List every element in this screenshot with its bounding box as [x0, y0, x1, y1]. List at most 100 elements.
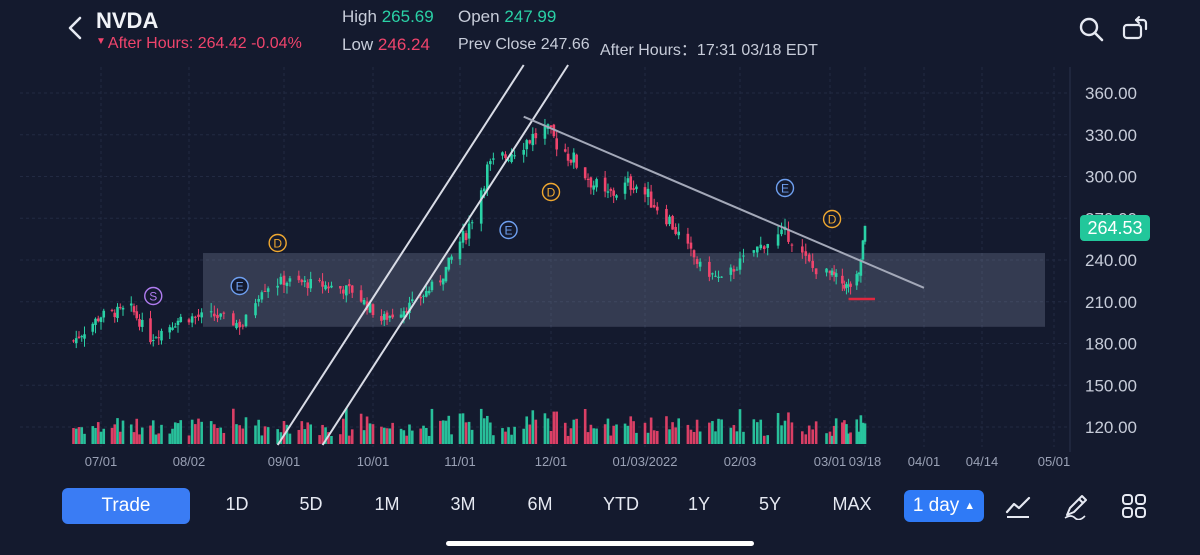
volume-bar	[285, 424, 289, 444]
volume-bar	[241, 428, 245, 444]
volume-bar	[339, 434, 342, 444]
after-hours-time: After Hours：17:31 03/18 EDT	[600, 42, 818, 59]
candle-body	[534, 133, 538, 139]
candle-body	[804, 251, 808, 256]
volume-bar	[776, 413, 780, 444]
event-marker-label: E	[236, 280, 244, 294]
volume-bar	[77, 427, 81, 444]
candle-body	[847, 285, 850, 287]
rotate-screen-icon[interactable]	[1120, 14, 1150, 44]
y-tick-label: 330.00	[1085, 126, 1137, 145]
candle-body	[263, 290, 267, 292]
volume-bar	[652, 430, 656, 444]
volume-bar	[347, 435, 351, 444]
candle-body	[470, 222, 474, 224]
volume-bar	[263, 426, 267, 444]
candle-body	[686, 233, 690, 244]
ticker-symbol: NVDA	[96, 8, 159, 33]
candle-body	[855, 274, 859, 286]
volume-bar	[698, 431, 702, 444]
candle-body	[525, 140, 529, 150]
event-marker-split	[144, 286, 163, 306]
volume-bar	[671, 422, 674, 444]
candle-body	[708, 261, 711, 277]
volume-bar	[787, 412, 790, 444]
home-indicator[interactable]	[446, 541, 754, 546]
draw-tool-icon[interactable]	[1062, 492, 1090, 520]
volume-bar	[216, 428, 219, 444]
bottom-toolbar: Trade 1D 5D 1M 3M 6M YTD 1Y 5Y MAX 1 day…	[0, 484, 1200, 528]
volume-bar	[720, 419, 723, 444]
candle-body	[814, 268, 818, 275]
volume-bar	[83, 433, 86, 444]
candle-body	[345, 285, 348, 296]
range-1d-button[interactable]: 1D	[225, 494, 249, 514]
candle-body	[102, 310, 106, 318]
grid-menu-icon[interactable]	[1120, 492, 1148, 520]
volume-bar	[160, 424, 163, 444]
candle-body	[807, 254, 811, 262]
volume-bar	[543, 413, 547, 444]
candle-body	[787, 229, 790, 242]
x-tick-label: 09/01	[268, 454, 301, 469]
volume-bar	[96, 422, 100, 444]
range-max-button[interactable]: MAX	[832, 494, 872, 514]
interval-select[interactable]: 1 day ▲	[904, 490, 984, 522]
volume-bar	[525, 416, 529, 444]
candle-body	[350, 285, 354, 293]
x-tick-label: 08/02	[173, 454, 206, 469]
x-tick-label: 04/14	[966, 454, 999, 469]
candle-body	[297, 275, 301, 281]
chart-type-icon[interactable]	[1004, 492, 1032, 520]
volume-bar	[129, 424, 133, 444]
candle-body	[439, 280, 442, 283]
range-1m-button[interactable]: 1M	[374, 494, 400, 514]
volume-bar	[832, 425, 836, 444]
volume-bar	[168, 433, 172, 444]
volume-bar	[742, 431, 745, 444]
volume-bar	[151, 420, 155, 444]
volume-bar	[176, 423, 180, 444]
volume-bar	[330, 435, 333, 444]
volume-bar	[572, 419, 576, 444]
candle-body	[213, 313, 216, 317]
range-1y-button[interactable]: 1Y	[687, 494, 711, 514]
event-marker-earnings	[499, 220, 518, 240]
range-ytd-button[interactable]: YTD	[603, 494, 639, 514]
range-5d-button[interactable]: 5D	[299, 494, 323, 514]
volume-bar	[138, 434, 141, 444]
volume-bar	[566, 435, 570, 444]
x-tick-label: 11/01	[444, 454, 476, 469]
volume-bar	[327, 432, 330, 444]
volume-bar	[843, 420, 846, 444]
volume-bar	[612, 425, 615, 444]
candle-body	[589, 177, 593, 188]
candle-body	[841, 275, 844, 284]
candle-body	[467, 223, 471, 239]
search-icon[interactable]	[1076, 14, 1106, 44]
volume-bar	[74, 428, 78, 444]
candle-body	[72, 340, 75, 342]
back-icon[interactable]	[62, 14, 90, 42]
candle-body	[461, 231, 465, 243]
candle-body	[285, 282, 289, 286]
candle-body	[632, 188, 635, 190]
volume-bar	[766, 435, 769, 444]
volume-bar	[422, 425, 425, 444]
volume-bar	[368, 423, 372, 444]
range-5y-button[interactable]: 5Y	[758, 494, 782, 514]
range-6m-button[interactable]: 6M	[527, 494, 553, 514]
candle-body	[235, 323, 238, 329]
range-3m-button[interactable]: 3M	[450, 494, 476, 514]
candle-body	[825, 268, 828, 273]
candle-body	[110, 309, 114, 311]
candle-body	[279, 276, 283, 285]
volume-bar	[632, 421, 635, 444]
volume-bar	[318, 435, 321, 444]
candle-body	[458, 241, 462, 260]
candle-body	[222, 312, 226, 314]
x-tick-label: 02/03	[724, 454, 757, 469]
trade-button[interactable]: Trade	[62, 488, 190, 524]
